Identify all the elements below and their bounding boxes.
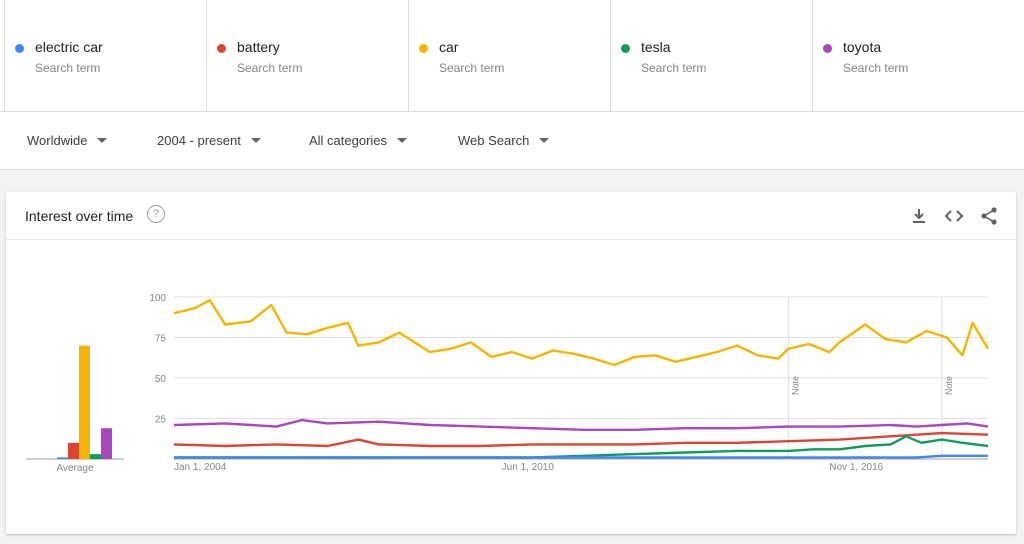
series-color-dot-icon: [621, 44, 630, 53]
search-term-type: Search term: [237, 61, 303, 75]
average-bar: [90, 454, 101, 459]
y-tick-label: 25: [155, 415, 167, 426]
card-title: Interest over time: [25, 208, 134, 224]
search-term-name: tesla: [641, 39, 671, 55]
search-term-card[interactable]: tesla Search term: [610, 0, 812, 111]
series-line-electric-car: [174, 454, 988, 459]
series-color-dot-icon: [217, 44, 226, 53]
filters-bar: Worldwide 2004 - present All categories …: [0, 112, 1024, 170]
embed-code-icon[interactable]: [944, 206, 964, 226]
interest-over-time-chart: 100 75 50 25 Note Note Jan 1, 2004 Jun 1, 2010 N…: [26, 293, 990, 474]
search-term-type: Search term: [439, 61, 505, 75]
search-term-card[interactable]: toyota Search term: [812, 0, 1014, 111]
chevron-down-icon: [97, 138, 108, 143]
series-line-toyota: [173, 418, 989, 431]
average-bar: [68, 442, 79, 459]
search-terms-bar: electric car Search term battery Search ter…: [0, 0, 1024, 112]
average-bar: [79, 345, 90, 459]
series-color-dot-icon: [15, 44, 24, 53]
x-tick-label: Nov 1, 2016: [829, 462, 883, 473]
chevron-down-icon: [539, 138, 550, 143]
x-tick-label: Jan 1, 2004: [174, 462, 227, 473]
category-filter-label: All categories: [309, 133, 388, 148]
search-term-card[interactable]: battery Search term: [206, 0, 408, 111]
search-term-type: Search term: [641, 61, 707, 75]
chevron-down-icon: [250, 138, 261, 143]
series-line-car: [173, 299, 990, 367]
x-tick-label: Jun 1, 2010: [502, 462, 555, 473]
note-marker-label: Note: [790, 376, 800, 395]
search-term-name: toyota: [843, 39, 882, 55]
chevron-down-icon: [397, 138, 408, 143]
series-line-battery: [173, 431, 989, 448]
average-label: Average: [56, 463, 94, 474]
download-icon[interactable]: [909, 206, 929, 226]
y-tick-label: 100: [149, 293, 166, 304]
category-filter[interactable]: All categories: [309, 133, 408, 148]
search-type-filter-label: Web Search: [458, 133, 530, 148]
search-term-name: battery: [237, 39, 280, 55]
share-icon[interactable]: [979, 206, 999, 226]
note-marker-label: Note: [944, 376, 954, 395]
average-bar: [57, 457, 68, 459]
search-term-card[interactable]: electric car Search term: [4, 0, 206, 111]
average-bar: [101, 428, 112, 459]
help-circle-icon[interactable]: ?: [147, 205, 165, 223]
interest-over-time-card: Interest over time ? 100 75 50 25 Note Note Ja…: [6, 192, 1016, 534]
search-term-card[interactable]: car Search term: [408, 0, 610, 111]
search-term-type: Search term: [35, 61, 101, 75]
time-range-filter-label: 2004 - present: [157, 133, 241, 148]
search-term-name: car: [439, 39, 459, 55]
region-filter-label: Worldwide: [27, 133, 88, 148]
search-term-type: Search term: [843, 61, 909, 75]
series-line-tesla: [174, 435, 989, 459]
series-color-dot-icon: [419, 44, 428, 53]
card-header: Interest over time ?: [6, 192, 1016, 240]
region-filter[interactable]: Worldwide: [27, 133, 108, 148]
time-range-filter[interactable]: 2004 - present: [157, 133, 261, 148]
y-tick-label: 75: [155, 334, 167, 345]
search-term-name: electric car: [35, 39, 103, 55]
series-color-dot-icon: [823, 44, 832, 53]
y-tick-label: 50: [155, 374, 167, 385]
search-type-filter[interactable]: Web Search: [458, 133, 550, 148]
